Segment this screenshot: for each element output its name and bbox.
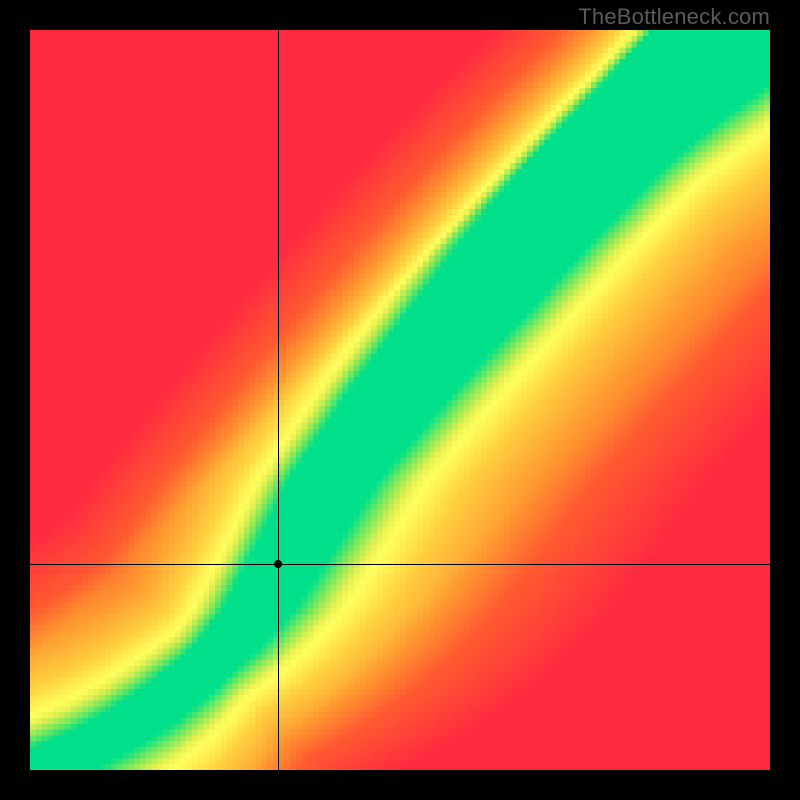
heatmap-canvas xyxy=(30,30,770,770)
crosshair-point xyxy=(274,560,282,568)
watermark-text: TheBottleneck.com xyxy=(578,4,770,30)
crosshair-horizontal xyxy=(30,564,770,565)
heatmap-plot xyxy=(30,30,770,770)
crosshair-vertical xyxy=(278,30,279,770)
chart-container: TheBottleneck.com xyxy=(0,0,800,800)
